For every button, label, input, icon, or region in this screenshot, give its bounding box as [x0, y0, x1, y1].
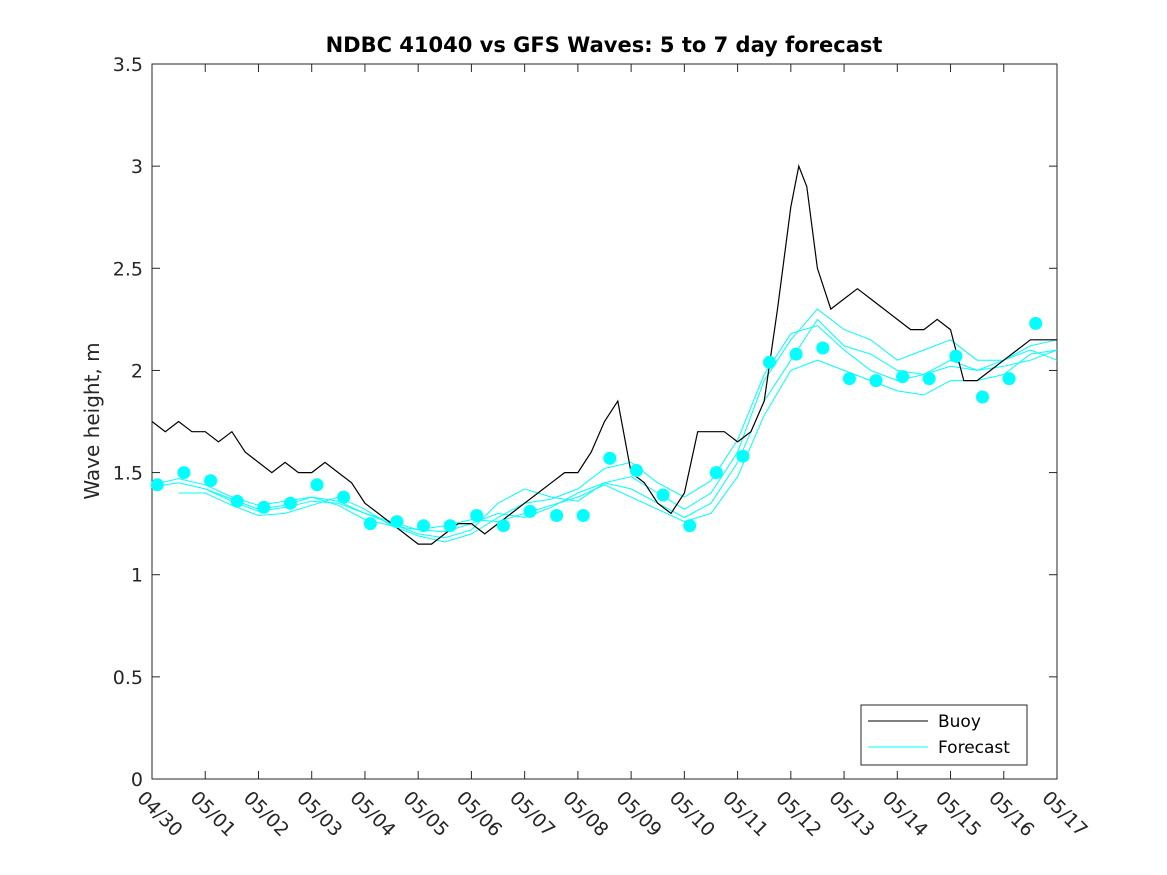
- x-tick-label: 05/10: [665, 787, 719, 841]
- x-tick-label: 05/07: [505, 787, 559, 841]
- forecast-point: [257, 500, 271, 514]
- forecast-point: [443, 519, 457, 533]
- y-tick-label: 2.5: [113, 258, 143, 280]
- forecast-point: [550, 509, 564, 522]
- forecast-point: [842, 372, 856, 386]
- forecast-point: [949, 349, 963, 363]
- forecast-point: [470, 509, 484, 522]
- x-tick-label: 05/08: [558, 787, 612, 841]
- x-tick-label: 05/14: [878, 787, 932, 841]
- forecast-point: [363, 517, 377, 531]
- forecast-point: [763, 355, 776, 369]
- legend-forecast-label: Forecast: [938, 738, 1010, 758]
- forecast-point: [603, 451, 617, 465]
- forecast-point: [869, 374, 883, 388]
- legend-box: [860, 704, 1028, 766]
- y-tick-label: 1.5: [113, 463, 143, 485]
- x-tick-label: 05/17: [1037, 787, 1091, 841]
- forecast-point: [390, 515, 404, 529]
- forecast-point: [629, 464, 643, 477]
- forecast-point: [417, 519, 430, 533]
- series-layer: [150, 163, 1058, 545]
- forecast-point: [896, 370, 910, 384]
- forecast-point: [576, 509, 590, 522]
- forecast-point: [816, 341, 830, 355]
- forecast-point: [1002, 372, 1016, 386]
- y-tick-label: 1: [131, 565, 143, 587]
- forecast-point: [283, 496, 297, 510]
- y-tick-label: 3.5: [113, 54, 143, 76]
- x-tick-label: 05/16: [984, 787, 1038, 841]
- forecast-point: [310, 478, 324, 492]
- forecast-point: [789, 347, 803, 361]
- forecast-point: [683, 519, 697, 533]
- forecast-run-line-4: [205, 308, 1058, 539]
- x-tick-label: 04/30: [132, 787, 186, 841]
- x-tick-label: 05/02: [239, 787, 293, 841]
- forecast-point: [177, 466, 191, 480]
- x-tick-label: 05/09: [612, 787, 666, 841]
- forecast-point: [656, 488, 670, 502]
- forecast-point: [709, 466, 723, 480]
- y-tick-label: 0: [131, 769, 143, 791]
- x-tick-label: 05/15: [931, 787, 985, 841]
- forecast-point: [230, 494, 244, 508]
- x-tick-label: 05/11: [718, 787, 772, 841]
- y-tick-label: 0.5: [113, 667, 143, 689]
- x-tick-label: 05/01: [186, 787, 240, 841]
- chart-title: NDBC 41040 vs GFS Waves: 5 to 7 day fore…: [326, 33, 883, 57]
- x-tick-label: 05/04: [345, 787, 399, 841]
- legend-buoy-label: Buoy: [938, 712, 981, 732]
- forecast-point: [922, 372, 936, 386]
- y-tick-label: 2: [131, 360, 143, 382]
- x-tick-label: 05/05: [399, 787, 453, 841]
- forecast-run-line-5: [178, 324, 1058, 543]
- forecast-point: [496, 519, 510, 533]
- buoy-line: [151, 163, 1057, 545]
- x-tick-label: 05/06: [452, 787, 506, 841]
- forecast-point: [337, 490, 351, 504]
- y-axis-label: Wave height, m: [80, 342, 104, 499]
- legend: Buoy Forecast: [860, 704, 1028, 766]
- forecast-run-line-2: [151, 349, 1058, 531]
- forecast-point: [976, 390, 989, 404]
- x-tick-label: 05/03: [292, 787, 346, 841]
- x-tick-label: 05/12: [771, 787, 825, 841]
- forecast-point: [1029, 316, 1043, 330]
- forecast-point: [204, 474, 218, 488]
- forecast-point: [523, 504, 537, 518]
- forecast-point: [150, 478, 164, 492]
- x-tick-label: 05/13: [825, 787, 879, 841]
- forecast-point: [736, 449, 750, 463]
- y-tick-label: 3: [131, 156, 143, 178]
